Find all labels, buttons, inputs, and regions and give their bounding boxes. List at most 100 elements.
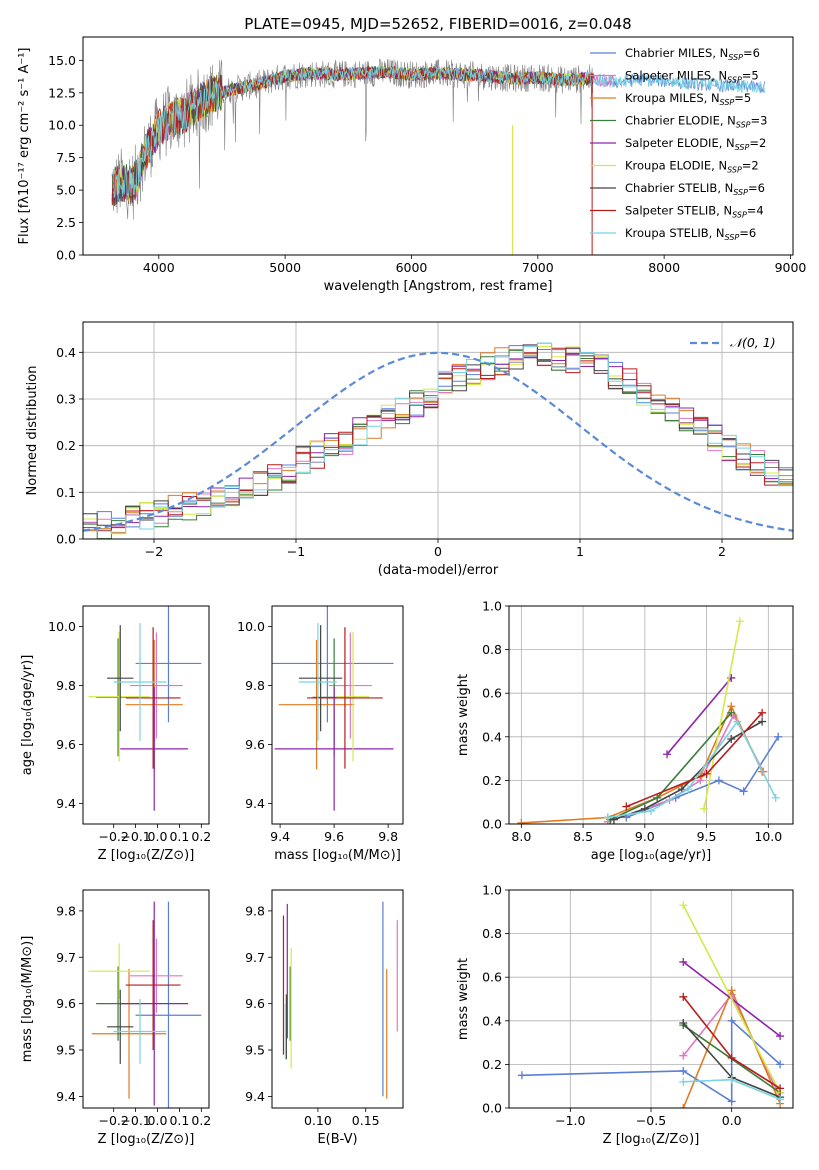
weight-point-marker xyxy=(679,1104,688,1108)
weight-point-marker xyxy=(776,1060,785,1069)
y-tick-label: 1.0 xyxy=(482,883,502,898)
x-tick-label: 0.1 xyxy=(169,829,189,844)
y-axis-label: mass [log₁₀(M/M⊙)] xyxy=(20,936,35,1063)
y-tick-label: 0.0 xyxy=(56,532,76,547)
weight-series-line xyxy=(682,904,781,1094)
y-tick-label: 10.0 xyxy=(237,619,265,634)
weight-point-marker xyxy=(517,818,526,824)
x-tick-label: 7000 xyxy=(522,260,554,275)
y-tick-label: 15.0 xyxy=(48,53,76,68)
x-tick-label: 9.5 xyxy=(697,829,717,844)
weight-point-marker xyxy=(702,769,711,778)
x-tick-label: 0.0 xyxy=(722,1113,742,1128)
y-tick-label: 9.4 xyxy=(56,796,76,811)
x-tick-label: 0.15 xyxy=(352,1113,380,1128)
legend-entry: Chabrier MILES, NSSP=6 xyxy=(625,46,760,62)
weight-point-marker xyxy=(517,1071,526,1080)
model-spectrum-line xyxy=(111,65,766,201)
residual-histogram xyxy=(83,347,793,539)
weight-point-marker xyxy=(622,802,631,811)
y-tick-label: 9.6 xyxy=(245,737,265,752)
legend-entry: Kroupa ELODIE, NSSP=2 xyxy=(625,159,759,175)
x-tick-label: 8.5 xyxy=(573,829,593,844)
weight-point-marker xyxy=(647,806,655,815)
y-axis-label: Normed distribution xyxy=(25,366,40,496)
x-tick-label: −1.0 xyxy=(555,1113,585,1128)
y-tick-label: 12.5 xyxy=(48,85,76,100)
weight-point-marker xyxy=(776,1032,785,1041)
x-tick-label: 0.2 xyxy=(191,1113,211,1128)
x-tick-label: −1 xyxy=(287,544,305,559)
panel-weight-vs-age: 8.0 8.5 9.0 9.5 10.0 0.0 0.2 0.4 0.6 0.8 1.0 age [l… xyxy=(456,599,794,863)
weight-point-marker xyxy=(739,787,748,796)
x-tick-label: 0.2 xyxy=(191,829,211,844)
panel-mass-vs-Z: −0.2−0.10.0 0.1 0.2 9.4 9.5 9.6 9.7 9.8 Z [log₁₀… xyxy=(20,889,211,1147)
y-tick-label: 0.0 xyxy=(482,817,502,832)
panel-spectrum: 4000 5000 6000 7000 8000 9000 0.0 2.5 5.0 7.5 10.0… xyxy=(17,36,807,294)
weight-point-marker xyxy=(663,750,672,759)
y-tick-label: 0.6 xyxy=(482,686,502,701)
axes-frame xyxy=(82,605,210,825)
axes-frame xyxy=(271,605,404,825)
weight-point-marker xyxy=(700,804,709,813)
y-tick-label: 10.0 xyxy=(48,118,76,133)
axes-frame xyxy=(508,605,794,825)
y-tick-label: 9.6 xyxy=(56,737,76,752)
x-tick-label: 5000 xyxy=(269,260,301,275)
x-tick-label: 4000 xyxy=(143,260,175,275)
y-tick-label: 9.8 xyxy=(56,678,76,693)
weight-series-line xyxy=(521,704,763,824)
plot-area-mass-vs-Z xyxy=(88,901,202,1108)
y-tick-label: 7.5 xyxy=(56,150,76,165)
axes-frame xyxy=(82,321,794,540)
x-tick-label: −0.2 xyxy=(98,1113,128,1128)
weight-point-marker xyxy=(679,1018,688,1027)
panel-residuals: −2 −1 0 1 2 0.0 0.1 0.2 0.3 0.4 (data-model)/error… xyxy=(25,321,794,578)
x-axis-label: Z [log₁₀(Z/Z⊙)] xyxy=(603,1132,700,1147)
x-tick-label: 9.4 xyxy=(270,829,290,844)
weight-point-marker xyxy=(679,901,688,910)
y-tick-label: 0.4 xyxy=(482,1013,502,1028)
weight-point-marker xyxy=(679,1077,688,1086)
normal-curve xyxy=(83,351,793,532)
y-tick-label: 9.7 xyxy=(245,950,265,965)
x-axis-label: Z [log₁₀(Z/Z⊙)] xyxy=(98,1132,195,1147)
weight-point-marker xyxy=(758,717,767,726)
y-tick-label: 9.4 xyxy=(56,1089,76,1104)
weight-point-marker xyxy=(774,732,783,741)
legend-entry: Salpeter MILES, NSSP=5 xyxy=(625,69,759,85)
y-tick-label: 0.0 xyxy=(56,248,76,263)
plot-area-mass-vs-ebv xyxy=(282,901,398,1099)
weight-point-marker xyxy=(727,1016,736,1025)
y-tick-label: 0.6 xyxy=(482,970,502,985)
panel-age-vs-mass: 9.4 9.6 9.8 9.4 9.6 9.8 10.0 mass [log₁₀(M/M⊙)] xyxy=(237,605,404,863)
weight-point-marker xyxy=(603,813,612,822)
x-tick-label: 0 xyxy=(434,544,442,559)
y-tick-label: 9.4 xyxy=(245,1089,265,1104)
x-tick-label: 9.6 xyxy=(324,829,344,844)
panel-age-vs-Z: −0.2−0.10.0 0.1 0.2 9.4 9.6 9.8 10.0 Z [log₁₀(Z… xyxy=(20,605,211,863)
x-tick-label: 9.8 xyxy=(378,829,398,844)
axes-frame xyxy=(82,36,794,256)
x-tick-label: 0.1 xyxy=(169,1113,189,1128)
panel-mass-vs-ebv: 0.10 0.15 9.4 9.5 9.6 9.7 9.8 E(B-V) xyxy=(245,889,404,1147)
axes-frame xyxy=(508,889,794,1109)
x-tick-label: 9000 xyxy=(775,260,807,275)
y-axis-label: Flux [fλ10⁻¹⁷ erg cm⁻² s⁻¹ A⁻¹] xyxy=(17,48,32,245)
weight-point-marker xyxy=(733,717,742,726)
plot-area-weight-vs-Z xyxy=(509,890,793,1108)
weight-point-marker xyxy=(727,734,736,743)
y-tick-label: 0.2 xyxy=(56,438,76,453)
x-tick-label: 1 xyxy=(576,544,584,559)
weight-point-marker xyxy=(727,1097,736,1106)
weight-point-marker xyxy=(776,1095,785,1104)
y-tick-label: 2.5 xyxy=(56,215,76,230)
weight-point-marker xyxy=(771,793,780,802)
x-axis-label: mass [log₁₀(M/M⊙)] xyxy=(274,848,401,863)
y-tick-label: 0.2 xyxy=(482,1057,502,1072)
y-tick-label: 9.8 xyxy=(245,903,265,918)
y-tick-label: 9.8 xyxy=(56,903,76,918)
weight-series-line xyxy=(666,677,732,755)
weight-point-marker xyxy=(727,708,736,717)
